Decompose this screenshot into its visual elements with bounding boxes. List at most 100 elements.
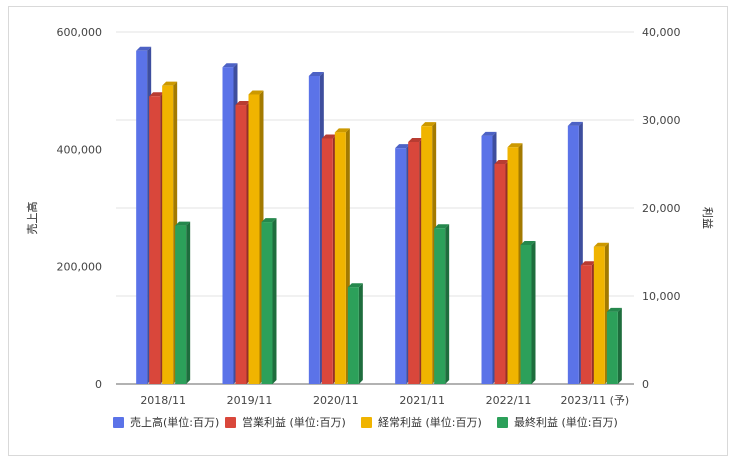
bar-side bbox=[445, 224, 450, 384]
legend-item: 経常利益 (単位:百万) bbox=[361, 415, 482, 429]
right-tick-label: 30,000 bbox=[642, 114, 681, 127]
bar-front bbox=[149, 96, 161, 385]
left-tick-label: 0 bbox=[95, 378, 102, 391]
bar-front bbox=[494, 164, 506, 384]
legend-swatch bbox=[225, 417, 236, 428]
bar-front bbox=[593, 246, 605, 384]
bar bbox=[494, 160, 510, 384]
bar-top bbox=[408, 138, 424, 142]
left-axis-ticks: 0 200,000 400,000 600,000 bbox=[57, 26, 103, 391]
bar bbox=[481, 131, 497, 384]
bar bbox=[606, 307, 622, 384]
bar-front bbox=[235, 105, 247, 384]
gridlines bbox=[116, 31, 634, 385]
bar-front bbox=[334, 132, 346, 384]
right-axis-ticks: 0 10,000 20,000 30,000 40,000 bbox=[642, 26, 681, 391]
bar-front bbox=[308, 76, 320, 384]
bar-front bbox=[175, 225, 187, 384]
legend-swatch bbox=[361, 417, 372, 428]
x-tick-label: 2021/11 bbox=[399, 394, 445, 407]
legend-item: 最終利益 (単位:百万) bbox=[497, 415, 618, 429]
bar-top bbox=[520, 240, 536, 245]
bar-front bbox=[347, 287, 359, 384]
bar bbox=[434, 224, 450, 384]
bar-front bbox=[507, 147, 519, 384]
right-tick-label: 40,000 bbox=[642, 26, 681, 39]
left-axis-title: 売上高 bbox=[25, 202, 39, 235]
bar bbox=[308, 72, 324, 384]
legend-label: 営業利益 (単位:百万) bbox=[242, 415, 346, 429]
bar-side bbox=[531, 240, 536, 384]
legend-label: 売上高(単位:百万) bbox=[130, 415, 219, 429]
x-tick-label: 2022/11 bbox=[486, 394, 532, 407]
bar bbox=[408, 138, 424, 384]
x-axis-ticks: 2018/11 2019/11 2020/11 2021/11 2022/11 2023/… bbox=[140, 394, 629, 407]
bar-front bbox=[520, 244, 532, 384]
x-tick-label: 2020/11 bbox=[313, 394, 359, 407]
bar-top bbox=[149, 92, 165, 97]
right-tick-label: 0 bbox=[642, 378, 649, 391]
bar-top bbox=[308, 72, 324, 76]
bar-front bbox=[408, 142, 420, 384]
legend-item: 営業利益 (単位:百万) bbox=[225, 415, 346, 429]
bar-top bbox=[481, 131, 497, 136]
bar bbox=[421, 122, 437, 384]
bar bbox=[261, 218, 277, 384]
bar-top bbox=[507, 143, 523, 148]
bar bbox=[222, 63, 238, 384]
bar-top bbox=[395, 144, 411, 149]
legend-label: 最終利益 (単位:百万) bbox=[514, 415, 618, 429]
bar-top bbox=[334, 128, 350, 133]
bar bbox=[162, 81, 178, 385]
right-tick-label: 20,000 bbox=[642, 202, 681, 215]
bar bbox=[175, 221, 191, 384]
bar bbox=[248, 90, 264, 384]
bar-top bbox=[567, 121, 583, 126]
bar-front bbox=[421, 126, 433, 384]
x-tick-label: 2018/11 bbox=[140, 394, 186, 407]
legend-item: 売上高(単位:百万) bbox=[113, 415, 219, 429]
bar bbox=[580, 261, 596, 384]
legend-label: 経常利益 (単位:百万) bbox=[378, 415, 482, 429]
legend-swatch bbox=[113, 417, 124, 428]
bar bbox=[520, 240, 536, 384]
bar bbox=[149, 92, 165, 385]
bar-side bbox=[186, 221, 191, 384]
bar bbox=[593, 242, 609, 384]
bar-front bbox=[162, 85, 174, 385]
right-axis-title: 利益 bbox=[701, 207, 715, 229]
x-tick-label: 2019/11 bbox=[227, 394, 273, 407]
bar-top bbox=[248, 90, 264, 95]
right-tick-label: 10,000 bbox=[642, 290, 681, 303]
bar-front bbox=[434, 228, 446, 384]
bar-top bbox=[175, 221, 191, 226]
left-tick-label: 400,000 bbox=[57, 143, 103, 156]
bar-front bbox=[248, 94, 260, 384]
bar-front bbox=[261, 222, 273, 384]
bar-top bbox=[593, 242, 609, 247]
bar-side bbox=[272, 218, 277, 384]
bar bbox=[347, 283, 363, 384]
bar-front bbox=[606, 311, 618, 384]
legend-swatch bbox=[497, 417, 508, 428]
bar bbox=[567, 121, 583, 384]
bar-top bbox=[347, 283, 363, 288]
bar-top bbox=[261, 218, 277, 223]
bar-top bbox=[606, 307, 622, 312]
bar-side bbox=[358, 283, 363, 384]
legend: 売上高(単位:百万) 営業利益 (単位:百万) 経常利益 (単位:百万) 最終利益 (… bbox=[113, 415, 618, 429]
bar-front bbox=[567, 125, 579, 384]
bar bbox=[334, 128, 350, 384]
bar bbox=[395, 144, 411, 384]
left-tick-label: 600,000 bbox=[57, 26, 103, 39]
bar-side bbox=[617, 307, 622, 384]
bar-top bbox=[222, 63, 238, 68]
bar-top bbox=[434, 224, 450, 229]
bar-top bbox=[321, 134, 337, 139]
bar-top bbox=[580, 261, 596, 266]
bar bbox=[136, 46, 152, 384]
bar bbox=[321, 134, 337, 384]
bar-top bbox=[421, 122, 437, 127]
left-tick-label: 200,000 bbox=[57, 261, 103, 274]
